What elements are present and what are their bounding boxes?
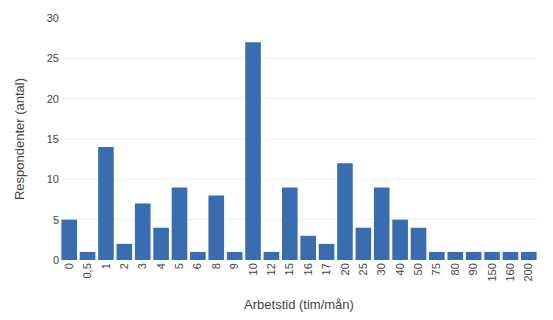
- svg-text:1: 1: [100, 263, 112, 269]
- svg-text:150: 150: [486, 263, 498, 281]
- svg-text:15: 15: [283, 263, 295, 275]
- svg-text:50: 50: [412, 263, 424, 275]
- svg-text:3: 3: [136, 263, 148, 269]
- svg-text:4: 4: [155, 263, 167, 269]
- svg-text:40: 40: [394, 263, 406, 275]
- svg-text:75: 75: [430, 263, 442, 275]
- svg-text:15: 15: [47, 133, 59, 145]
- svg-text:160: 160: [504, 263, 516, 281]
- svg-text:90: 90: [467, 263, 479, 275]
- svg-text:2: 2: [118, 263, 130, 269]
- svg-text:30: 30: [47, 12, 59, 24]
- svg-text:Arbetstid (tim/mån): Arbetstid (tim/mån): [244, 297, 354, 312]
- svg-text:10: 10: [47, 173, 59, 185]
- svg-text:0: 0: [53, 254, 59, 266]
- svg-text:0: 0: [63, 263, 75, 269]
- svg-text:8: 8: [210, 263, 222, 269]
- svg-text:30: 30: [375, 263, 387, 275]
- svg-text:20: 20: [47, 93, 59, 105]
- svg-text:10: 10: [247, 263, 259, 275]
- svg-text:5: 5: [53, 214, 59, 226]
- svg-text:0,5: 0,5: [81, 263, 93, 278]
- svg-text:25: 25: [47, 52, 59, 64]
- svg-text:80: 80: [449, 263, 461, 275]
- svg-text:9: 9: [228, 263, 240, 269]
- svg-text:5: 5: [173, 263, 185, 269]
- svg-text:Respondenter (antal): Respondenter (antal): [12, 78, 27, 200]
- svg-text:200: 200: [522, 263, 534, 281]
- svg-text:16: 16: [302, 263, 314, 275]
- svg-text:17: 17: [320, 263, 332, 275]
- svg-text:25: 25: [357, 263, 369, 275]
- svg-text:20: 20: [339, 263, 351, 275]
- svg-text:12: 12: [265, 263, 277, 275]
- svg-text:6: 6: [191, 263, 203, 269]
